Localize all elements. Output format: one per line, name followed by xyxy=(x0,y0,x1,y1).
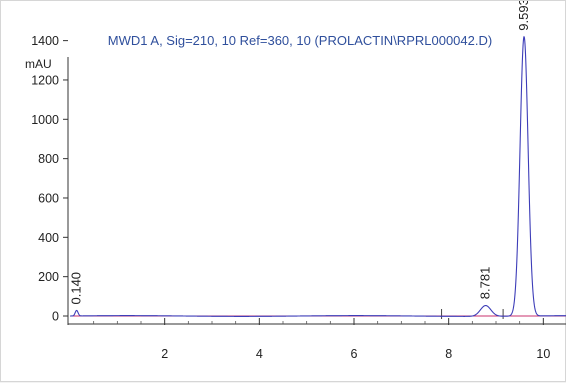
y-tick-label: 1200 xyxy=(31,73,59,87)
y-tick-label: 400 xyxy=(38,231,59,245)
y-tick-label: 0 xyxy=(52,310,59,324)
peak-label: 0.140 xyxy=(69,272,84,305)
x-tick-label: 10 xyxy=(536,347,550,361)
peak-labels: 0.140 8.781 9.593 xyxy=(69,1,531,304)
y-axis: 0 200 400 600 800 1000 1200 1400 xyxy=(31,34,69,325)
signal-trace xyxy=(70,35,566,317)
peak-label: 9.593 xyxy=(516,1,531,31)
plot-area xyxy=(70,35,566,319)
y-tick-label: 800 xyxy=(38,152,59,166)
y-tick-label: 1400 xyxy=(31,34,59,48)
y-axis-label: mAU xyxy=(25,57,52,71)
x-tick-label: 4 xyxy=(256,347,263,361)
y-tick-label: 600 xyxy=(38,191,59,205)
chart-title: MWD1 A, Sig=210, 10 Ref=360, 10 (PROLACT… xyxy=(108,33,492,48)
y-tick-label: 1000 xyxy=(31,113,59,127)
y-tick-label: 200 xyxy=(38,270,59,284)
x-tick-label: 6 xyxy=(351,347,358,361)
x-tick-label: 2 xyxy=(161,347,168,361)
x-tick-label: 8 xyxy=(445,347,452,361)
peak-label: 8.781 xyxy=(478,267,493,300)
x-axis: 2 4 6 8 10 xyxy=(68,318,566,361)
